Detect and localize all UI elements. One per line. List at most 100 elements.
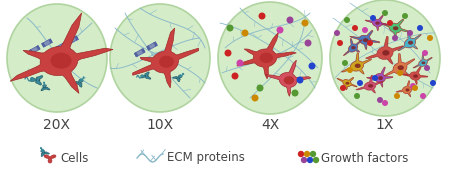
Ellipse shape (383, 50, 390, 56)
Circle shape (297, 77, 303, 83)
Ellipse shape (110, 4, 210, 112)
Ellipse shape (363, 38, 368, 42)
Polygon shape (366, 67, 393, 87)
Circle shape (422, 50, 428, 56)
Circle shape (347, 67, 353, 73)
Circle shape (334, 30, 340, 36)
Circle shape (344, 17, 350, 23)
Ellipse shape (284, 76, 294, 84)
Ellipse shape (218, 2, 322, 114)
Polygon shape (146, 42, 157, 50)
Polygon shape (41, 85, 50, 91)
Ellipse shape (351, 46, 356, 49)
Circle shape (397, 70, 403, 76)
Polygon shape (75, 36, 78, 40)
Ellipse shape (355, 64, 361, 68)
Ellipse shape (408, 41, 413, 45)
Circle shape (241, 30, 248, 36)
Circle shape (301, 20, 309, 27)
Ellipse shape (51, 53, 72, 69)
Circle shape (410, 83, 416, 89)
Circle shape (256, 85, 264, 91)
Polygon shape (401, 67, 428, 85)
Circle shape (304, 151, 310, 157)
Text: ECM proteins: ECM proteins (167, 151, 245, 164)
Circle shape (225, 49, 231, 56)
Polygon shape (29, 49, 33, 54)
Polygon shape (134, 49, 145, 57)
Text: Growth factors: Growth factors (321, 151, 409, 164)
Polygon shape (237, 32, 296, 79)
Ellipse shape (413, 74, 418, 78)
Circle shape (402, 13, 408, 19)
Polygon shape (341, 53, 372, 74)
Circle shape (354, 93, 360, 99)
Circle shape (370, 15, 376, 21)
Circle shape (340, 85, 346, 91)
Polygon shape (44, 155, 56, 163)
Circle shape (310, 151, 316, 157)
Ellipse shape (421, 61, 426, 64)
Polygon shape (154, 42, 157, 46)
Polygon shape (398, 31, 421, 51)
Circle shape (352, 25, 358, 31)
Circle shape (231, 72, 238, 80)
Circle shape (342, 60, 348, 66)
Polygon shape (41, 150, 49, 156)
Ellipse shape (405, 88, 410, 91)
Circle shape (307, 157, 313, 163)
Ellipse shape (375, 22, 380, 25)
Circle shape (424, 65, 430, 71)
Polygon shape (73, 79, 83, 87)
Polygon shape (356, 75, 383, 93)
Ellipse shape (346, 82, 349, 85)
Circle shape (237, 59, 244, 67)
Circle shape (258, 12, 265, 20)
Circle shape (367, 40, 373, 46)
Polygon shape (141, 72, 151, 79)
Circle shape (304, 40, 311, 46)
Circle shape (298, 151, 304, 157)
Polygon shape (63, 43, 66, 47)
Polygon shape (337, 77, 357, 90)
Text: 1X: 1X (376, 118, 394, 132)
Circle shape (412, 85, 418, 91)
Circle shape (301, 157, 307, 163)
Polygon shape (413, 54, 432, 68)
Polygon shape (133, 28, 199, 88)
Ellipse shape (393, 26, 399, 30)
Polygon shape (173, 75, 182, 82)
Polygon shape (134, 52, 138, 57)
Polygon shape (10, 13, 113, 93)
Polygon shape (365, 15, 389, 31)
Polygon shape (68, 36, 78, 44)
Polygon shape (380, 19, 410, 38)
Polygon shape (42, 43, 46, 47)
Circle shape (430, 80, 436, 86)
Circle shape (407, 30, 413, 36)
Polygon shape (30, 75, 43, 85)
Circle shape (417, 25, 423, 31)
Circle shape (313, 157, 319, 163)
Circle shape (382, 10, 388, 16)
Polygon shape (265, 60, 311, 96)
Polygon shape (55, 46, 59, 51)
Polygon shape (350, 30, 380, 50)
Polygon shape (396, 81, 417, 97)
Polygon shape (146, 46, 150, 50)
Text: 10X: 10X (146, 118, 173, 132)
Circle shape (362, 27, 368, 33)
Circle shape (394, 93, 400, 99)
Ellipse shape (7, 4, 107, 112)
Circle shape (252, 95, 258, 101)
Circle shape (227, 25, 234, 32)
Text: 4X: 4X (261, 118, 279, 132)
Circle shape (309, 62, 316, 69)
Ellipse shape (368, 84, 373, 88)
Circle shape (387, 20, 393, 26)
Circle shape (382, 100, 388, 106)
Ellipse shape (260, 53, 273, 63)
Circle shape (427, 35, 433, 41)
Polygon shape (36, 46, 40, 50)
Circle shape (372, 75, 378, 81)
